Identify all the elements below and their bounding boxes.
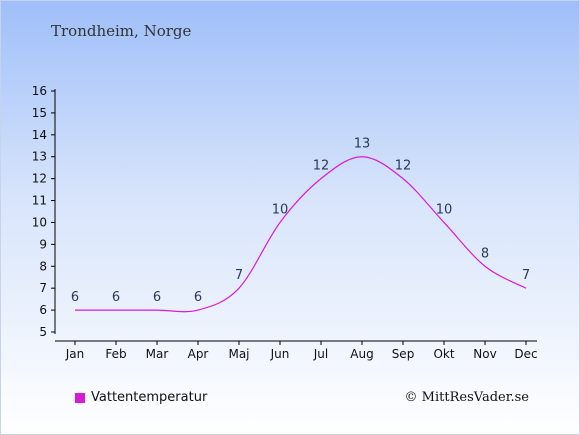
x-tick-label: Jul <box>313 347 328 361</box>
y-tick-label: 8 <box>39 259 47 273</box>
data-label: 10 <box>272 202 289 217</box>
legend-label: Vattentemperatur <box>91 390 208 405</box>
x-tick-label: Jun <box>270 347 290 361</box>
data-label: 12 <box>395 159 412 174</box>
x-tick-label: Sep <box>392 347 415 361</box>
y-tick-label: 11 <box>32 194 47 208</box>
x-tick-label: Maj <box>228 347 249 361</box>
x-tick-label: Apr <box>188 347 209 361</box>
data-label: 6 <box>194 290 202 305</box>
data-label: 6 <box>112 290 120 305</box>
y-tick-label: 13 <box>32 150 47 164</box>
x-tick-label: Dec <box>514 347 537 361</box>
series-line-vattentemperatur <box>75 156 527 313</box>
chart-data-labels: 6 6 6 6 7 10 12 13 12 10 8 7 <box>71 137 530 305</box>
x-tick-label: Okt <box>433 347 454 361</box>
copyright-credit: © MittResVader.se <box>404 390 529 405</box>
data-label: 12 <box>313 159 330 174</box>
x-tick-label: Nov <box>473 347 496 361</box>
y-tick-label: 16 <box>32 84 47 98</box>
y-tick-label: 6 <box>39 303 47 317</box>
data-label: 8 <box>481 246 489 261</box>
y-tick-label: 10 <box>32 215 47 229</box>
y-tick-label: 9 <box>39 237 47 251</box>
legend-swatch <box>75 392 85 403</box>
chart-location-title: Trondheim, Norge <box>51 22 192 40</box>
y-tick-label: 7 <box>39 281 47 295</box>
chart-legend: Vattentemperatur <box>75 390 207 405</box>
y-tick-label: 12 <box>32 172 47 186</box>
x-tick-label: Jan <box>65 347 85 361</box>
x-tick-label: Feb <box>105 347 126 361</box>
data-label: 7 <box>235 268 243 283</box>
y-tick-label: 14 <box>32 128 47 142</box>
x-tick-label: Aug <box>350 347 373 361</box>
data-label: 6 <box>71 290 79 305</box>
data-label: 10 <box>436 202 453 217</box>
x-tick-label: Mar <box>146 347 169 361</box>
y-tick-label: 15 <box>32 106 47 120</box>
chart-series <box>75 156 527 313</box>
data-label: 13 <box>354 137 371 152</box>
y-tick-label: 5 <box>39 325 47 339</box>
data-label: 6 <box>153 290 161 305</box>
data-label: 7 <box>522 268 530 283</box>
chart-axes: 5 6 7 8 9 10 11 12 13 14 15 16 Jan Feb Mar Apr Maj Jun Jul… <box>32 84 538 361</box>
